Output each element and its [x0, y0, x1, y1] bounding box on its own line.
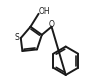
Text: O: O: [49, 20, 55, 29]
Text: S: S: [15, 33, 19, 42]
Text: OH: OH: [38, 7, 50, 16]
